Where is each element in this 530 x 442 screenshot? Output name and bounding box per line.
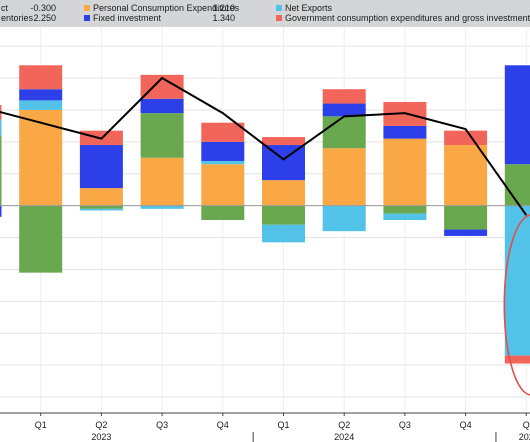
bar-fixed-investment-0 [0, 205, 2, 217]
bar-government-consumption-expenditures-and-gross-investment-5 [262, 137, 305, 146]
bar-inventories-2 [79, 205, 123, 209]
bar-inventories-9 [504, 164, 530, 206]
x-tick-label: Q4 [460, 420, 472, 430]
bar-inventories-3 [140, 113, 184, 158]
x-tick-label: Q3 [156, 420, 168, 430]
x-tick-label: Q1 [277, 420, 289, 430]
legend-value-0: -0.300 [30, 3, 56, 13]
legend-value-3: 1.340 [212, 13, 235, 23]
x-tick-label: Q3 [399, 420, 411, 430]
x-year-label-1: 2024 [334, 432, 354, 442]
x-year-label-2: 202 [519, 432, 530, 442]
bar-inventories-8 [444, 205, 488, 230]
bar-fixed-investment-3 [140, 98, 184, 114]
x-tick-label: Q [523, 420, 530, 430]
bar-personal-consumption-expenditures-3 [140, 157, 184, 206]
bar-government-consumption-expenditures-and-gross-investment-4 [201, 122, 245, 142]
bar-fixed-investment-5 [262, 145, 305, 181]
bar-fixed-investment-9 [504, 65, 530, 165]
bar-personal-consumption-expenditures-1 [19, 109, 63, 206]
bar-fixed-investment-7 [383, 125, 427, 139]
bar-government-consumption-expenditures-and-gross-investment-8 [444, 130, 488, 146]
bar-net-exports-4 [201, 160, 245, 165]
bar-personal-consumption-expenditures-7 [383, 138, 427, 206]
bar-inventories-0 [0, 135, 2, 206]
bar-inventories-4 [201, 205, 245, 220]
legend-swatch-5 [276, 15, 282, 21]
bar-net-exports-2 [79, 208, 123, 211]
x-tick-label: Q2 [95, 420, 107, 430]
bar-net-exports-3 [140, 205, 184, 209]
bar-personal-consumption-expenditures-6 [322, 148, 366, 206]
legend-value-2: 1.210 [212, 3, 235, 13]
bar-fixed-investment-6 [322, 103, 366, 117]
bar-net-exports-7 [383, 213, 427, 220]
x-tick-label: Q1 [35, 420, 47, 430]
bar-government-consumption-expenditures-and-gross-investment-9 [504, 355, 530, 364]
bar-net-exports-5 [262, 224, 305, 243]
bar-net-exports-9 [504, 205, 530, 356]
gdp-line [0, 76, 528, 216]
legend-swatch-2 [84, 5, 90, 11]
legend-label-5: Government consumption expenditures and … [285, 13, 530, 23]
legend-label-2: Personal Consumption Expenditures [93, 3, 240, 13]
legend-swatch-3 [84, 15, 90, 21]
legend-label-4: Net Exports [285, 3, 333, 13]
x-tick-label: Q4 [217, 420, 229, 430]
bar-government-consumption-expenditures-and-gross-investment-1 [19, 65, 63, 90]
x-axis-band [0, 413, 530, 442]
bar-net-exports-0 [0, 119, 2, 136]
bar-personal-consumption-expenditures-8 [444, 145, 488, 206]
x-tick-label: Q2 [338, 420, 350, 430]
bar-personal-consumption-expenditures-2 [79, 188, 123, 206]
bar-fixed-investment-8 [444, 229, 488, 236]
bar-net-exports-1 [19, 100, 63, 110]
bar-fixed-investment-1 [19, 89, 63, 101]
bar-net-exports-6 [322, 205, 366, 232]
bar-fixed-investment-4 [201, 141, 245, 161]
bar-inventories-1 [19, 205, 63, 273]
bar-government-consumption-expenditures-and-gross-investment-6 [322, 89, 366, 104]
bar-fixed-investment-2 [79, 145, 123, 189]
legend-label-1: entories [1, 13, 34, 23]
bar-personal-consumption-expenditures-4 [201, 164, 245, 206]
highlight-ellipse [503, 214, 530, 396]
bar-inventories-6 [322, 116, 366, 149]
legend-swatch-4 [276, 5, 282, 11]
bar-personal-consumption-expenditures-5 [262, 180, 305, 206]
legend-background [0, 0, 530, 27]
legend-value-1: 2.250 [33, 13, 56, 23]
x-year-label-0: 2023 [91, 432, 111, 442]
legend-label-3: Fixed investment [93, 13, 162, 23]
bar-inventories-7 [383, 205, 427, 214]
legend-label-0: ct [1, 3, 9, 13]
bar-government-consumption-expenditures-and-gross-investment-3 [140, 74, 184, 99]
bar-inventories-5 [262, 205, 305, 225]
